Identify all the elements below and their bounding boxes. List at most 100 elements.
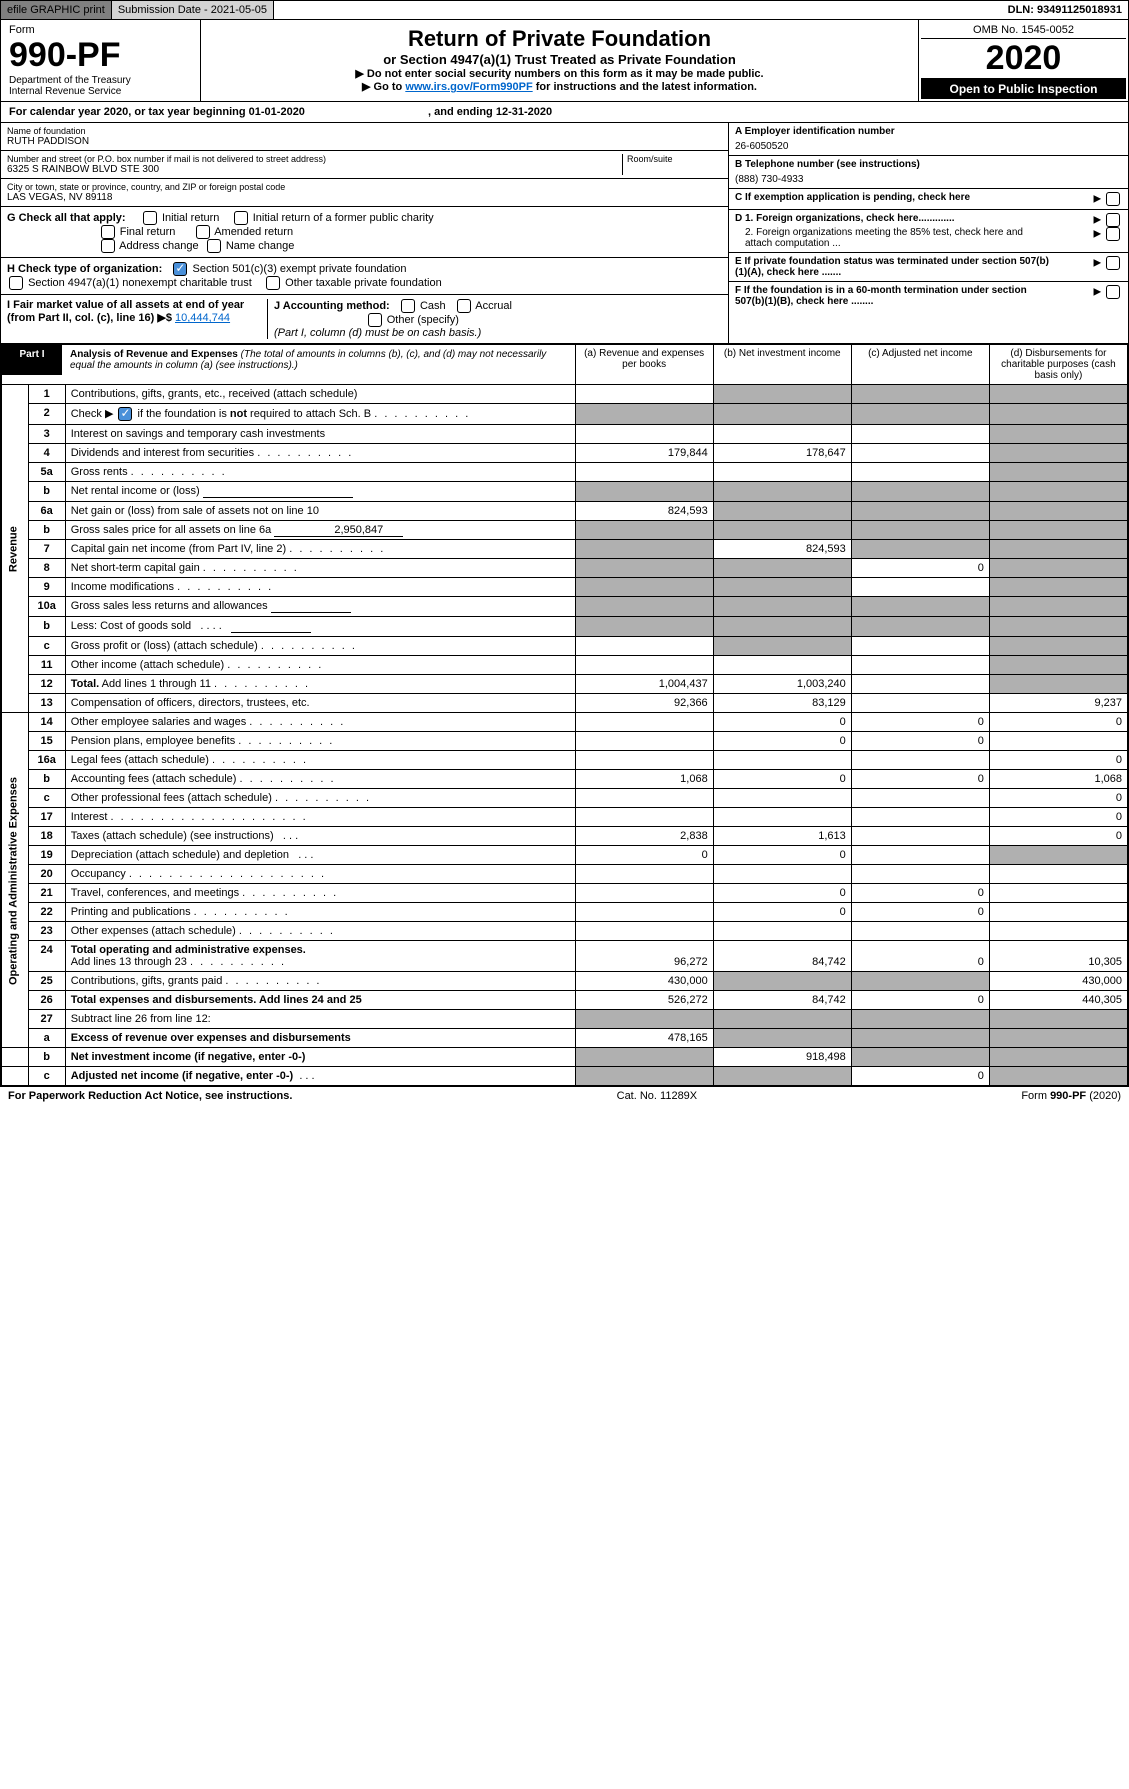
row-7: Capital gain net income (from Part IV, l…: [71, 543, 286, 555]
501c3-checkbox[interactable]: [173, 262, 187, 276]
expenses-section-label: Operating and Administrative Expenses: [2, 713, 29, 1048]
initial-return-label: Initial return: [162, 212, 219, 224]
row-10a-input[interactable]: [271, 600, 351, 613]
col-c-header: (c) Adjusted net income: [851, 345, 989, 385]
d2-checkbox[interactable]: [1106, 227, 1120, 241]
accrual-checkbox[interactable]: [457, 299, 471, 313]
r16b-a: 1,068: [575, 770, 713, 789]
row-16b: Accounting fees (attach schedule): [71, 773, 237, 785]
addr-label: Number and street (or P.O. box number if…: [7, 154, 622, 164]
r19-a: 0: [575, 846, 713, 865]
r7-b: 824,593: [713, 540, 851, 559]
r15-c: 0: [851, 732, 989, 751]
instructions-link[interactable]: www.irs.gov/Form990PF: [405, 81, 532, 93]
r24-a: 96,272: [575, 941, 713, 972]
row-2-pre: Check ▶: [71, 408, 114, 420]
r18-b: 1,613: [713, 827, 851, 846]
other-method-checkbox[interactable]: [368, 313, 382, 327]
final-return-checkbox[interactable]: [101, 225, 115, 239]
4947-checkbox[interactable]: [9, 276, 23, 290]
phone-label: B Telephone number (see instructions): [735, 159, 1122, 170]
row-17: Interest: [71, 811, 108, 823]
d1-label: D 1. Foreign organizations, check here..…: [735, 213, 955, 227]
footer-mid: Cat. No. 11289X: [617, 1090, 698, 1102]
r25-a: 430,000: [575, 972, 713, 991]
instr-2: ▶ Go to www.irs.gov/Form990PF for instru…: [207, 80, 912, 93]
accrual-label: Accrual: [475, 300, 512, 312]
r16b-c: 0: [851, 770, 989, 789]
row-10b-input[interactable]: [231, 620, 311, 633]
r16a-d: 0: [989, 751, 1127, 770]
d1-checkbox[interactable]: [1106, 213, 1120, 227]
name-change-checkbox[interactable]: [207, 239, 221, 253]
room-label: Room/suite: [627, 154, 722, 164]
r26-d: 440,305: [989, 991, 1127, 1010]
cash-checkbox[interactable]: [401, 299, 415, 313]
revenue-section-label: Revenue: [2, 385, 29, 713]
row-1: Contributions, gifts, grants, etc., rece…: [65, 385, 575, 404]
h-label: H Check type of organization:: [7, 263, 162, 275]
r4-b: 178,647: [713, 444, 851, 463]
row-10a: Gross sales less returns and allowances: [71, 600, 268, 612]
r6a-a: 824,593: [575, 502, 713, 521]
j-note: (Part I, column (d) must be on cash basi…: [274, 327, 481, 339]
r18-d: 0: [989, 827, 1127, 846]
row-5a: Gross rents: [71, 466, 128, 478]
4947-label: Section 4947(a)(1) nonexempt charitable …: [28, 277, 252, 289]
instr-1: ▶ Do not enter social security numbers o…: [207, 67, 912, 80]
initial-former-label: Initial return of a former public charit…: [253, 212, 434, 224]
e-checkbox[interactable]: [1106, 256, 1120, 270]
f-checkbox[interactable]: [1106, 285, 1120, 299]
r12-a: 1,004,437: [575, 675, 713, 694]
r16c-d: 0: [989, 789, 1127, 808]
row-5b-input[interactable]: [203, 485, 353, 498]
fmv-value[interactable]: 10,444,744: [175, 312, 230, 324]
final-return-label: Final return: [120, 226, 176, 238]
r16b-b: 0: [713, 770, 851, 789]
ein-label: A Employer identification number: [735, 126, 1122, 137]
initial-former-checkbox[interactable]: [234, 211, 248, 225]
e-label: E If private foundation status was termi…: [735, 256, 1055, 278]
other-taxable-checkbox[interactable]: [266, 276, 280, 290]
r27a-a: 478,165: [575, 1029, 713, 1048]
row-8: Net short-term capital gain: [71, 562, 200, 574]
foundation-name: RUTH PADDISON: [7, 136, 722, 147]
footer-right: Form 990-PF (2020): [1021, 1090, 1121, 1102]
form-number: 990-PF: [9, 36, 192, 75]
row-18: Taxes (attach schedule) (see instruction…: [71, 830, 274, 842]
initial-return-checkbox[interactable]: [143, 211, 157, 225]
c-checkbox[interactable]: [1106, 192, 1120, 206]
name-change-label: Name change: [226, 240, 295, 252]
row-6a: Net gain or (loss) from sale of assets n…: [65, 502, 575, 521]
r24-d: 10,305: [989, 941, 1127, 972]
f-label: F If the foundation is in a 60-month ter…: [735, 285, 1055, 307]
submission-date: Submission Date - 2021-05-05: [112, 1, 274, 19]
part1-title: Analysis of Revenue and Expenses: [70, 349, 238, 360]
row-26: Total expenses and disbursements. Add li…: [71, 994, 362, 1006]
sch-b-checkbox[interactable]: [118, 407, 132, 421]
r25-d: 430,000: [989, 972, 1127, 991]
r15-b: 0: [713, 732, 851, 751]
col-a-header: (a) Revenue and expenses per books: [575, 345, 713, 385]
cash-label: Cash: [420, 300, 446, 312]
amended-return-checkbox[interactable]: [196, 225, 210, 239]
row-27c: Adjusted net income (if negative, enter …: [71, 1070, 293, 1082]
r12-b: 1,003,240: [713, 675, 851, 694]
g-label: G Check all that apply:: [7, 212, 126, 224]
foundation-city: LAS VEGAS, NV 89118: [7, 192, 722, 203]
501c3-label: Section 501(c)(3) exempt private foundat…: [192, 263, 406, 275]
r22-b: 0: [713, 903, 851, 922]
instr2-pre: ▶ Go to: [362, 81, 405, 93]
r14-c: 0: [851, 713, 989, 732]
efile-label: efile GRAPHIC print: [1, 1, 112, 19]
phone-value: (888) 730-4933: [735, 170, 1122, 185]
row-9: Income modifications: [71, 581, 174, 593]
r14-b: 0: [713, 713, 851, 732]
r21-c: 0: [851, 884, 989, 903]
j-label: J Accounting method:: [274, 300, 390, 312]
r13-d: 9,237: [989, 694, 1127, 713]
r24-c: 0: [851, 941, 989, 972]
r27b-b: 918,498: [713, 1048, 851, 1067]
addr-change-checkbox[interactable]: [101, 239, 115, 253]
row-22: Printing and publications: [71, 906, 191, 918]
